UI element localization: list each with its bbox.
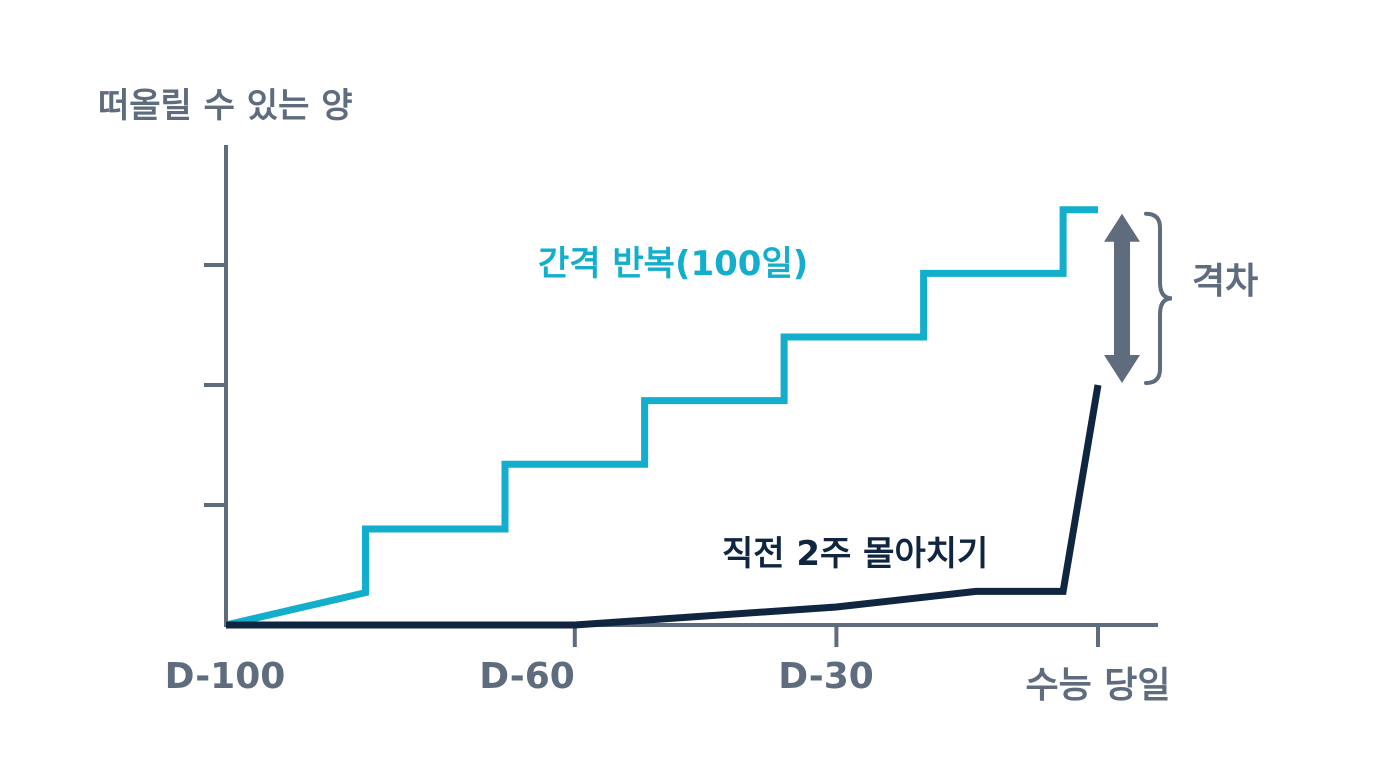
x-tick-label: D-30 bbox=[778, 656, 874, 697]
series-label-cramming: 직전 2주 몰아치기 bbox=[722, 534, 989, 574]
series-line-cramming bbox=[226, 384, 1102, 629]
x-tick-label: 수능 당일 bbox=[1025, 665, 1171, 706]
x-tick-label: D-100 bbox=[164, 656, 286, 697]
gap-brace bbox=[1144, 211, 1173, 385]
series-label-spaced-repetition: 간격 반복(100일) bbox=[538, 244, 809, 284]
gap-arrow-head-bottom bbox=[1104, 355, 1140, 383]
series-line-spaced-repetition bbox=[225, 206, 1098, 629]
gap-label: 격차 bbox=[1192, 261, 1259, 302]
x-tick-label: D-60 bbox=[479, 656, 575, 697]
gap-arrow-head-top bbox=[1104, 213, 1140, 242]
y-axis-label: 떠올릴 수 있는 양 bbox=[98, 86, 353, 126]
